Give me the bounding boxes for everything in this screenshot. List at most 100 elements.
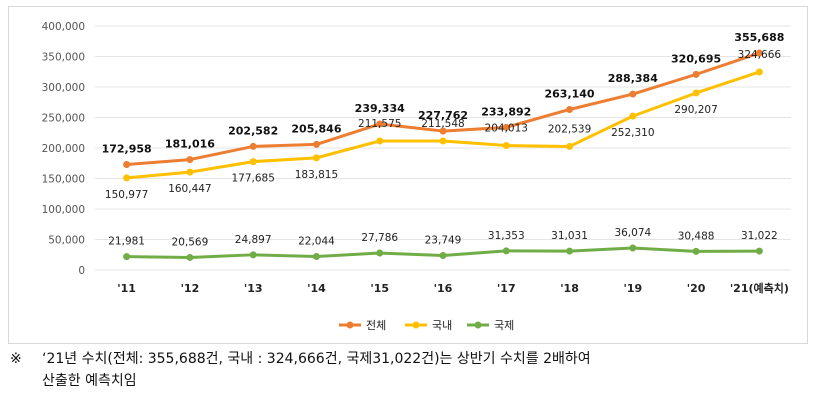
line-chart: 400,000 350,000 300,000 250,000 200,000 150,0… — [42, 21, 791, 332]
data-point — [692, 89, 700, 97]
y-tick-label: 350,000 — [42, 52, 85, 64]
data-label: 239,334 — [355, 102, 405, 115]
x-tick-label: '17 — [497, 282, 516, 295]
data-label: 160,447 — [168, 183, 211, 195]
legend-label: 국내 — [432, 319, 452, 332]
data-point — [376, 137, 384, 145]
legend-label: 국제 — [494, 319, 514, 332]
footnote-line-2: 산출한 예측치임 — [42, 373, 137, 389]
x-tick-label: '19 — [623, 282, 642, 295]
footnote-line-1: ※ ‘21년 수치(전체: 355,688건, 국내 : 324,666건, 국제… — [10, 348, 810, 370]
y-tick-label: 100,000 — [42, 204, 85, 216]
y-tick-label: 0 — [78, 265, 85, 277]
data-label: 204,013 — [485, 123, 528, 135]
data-point — [123, 174, 131, 182]
data-label: 23,749 — [425, 235, 462, 247]
data-label: 211,575 — [358, 118, 401, 130]
data-label: 30,488 — [678, 230, 715, 242]
data-point — [186, 168, 194, 176]
data-label: 27,786 — [361, 232, 398, 244]
chart-frame: 400,000 350,000 300,000 250,000 200,000 150,0… — [8, 6, 808, 344]
x-tick-label: '15 — [370, 282, 389, 295]
y-tick-label: 400,000 — [42, 21, 85, 33]
y-tick-label: 200,000 — [42, 143, 85, 155]
x-tick-label: '18 — [560, 282, 579, 295]
data-label: 320,695 — [671, 52, 721, 65]
y-tick-label: 300,000 — [42, 82, 85, 94]
data-point — [249, 142, 257, 150]
data-label: 172,958 — [102, 142, 152, 155]
x-tick-label: '14 — [307, 282, 326, 295]
data-point — [376, 249, 384, 257]
x-tick-label: '11 — [117, 282, 136, 295]
data-point — [123, 253, 131, 261]
data-point — [439, 127, 447, 135]
data-point — [502, 123, 510, 131]
data-label: 31,031 — [551, 230, 588, 242]
data-label: 21,981 — [108, 236, 145, 248]
data-point — [186, 253, 194, 261]
y-tick-label: 250,000 — [42, 113, 85, 125]
legend-marker — [474, 321, 482, 329]
footnote-mark: ※ — [10, 351, 22, 367]
data-point — [755, 68, 763, 76]
data-label: 31,022 — [741, 230, 778, 242]
data-label: 252,310 — [611, 127, 654, 139]
data-point — [123, 160, 131, 168]
legend-marker — [412, 321, 420, 329]
data-label: 24,897 — [235, 234, 272, 246]
legend-marker — [346, 321, 354, 329]
data-point — [502, 142, 510, 150]
data-label: 202,539 — [548, 123, 591, 135]
data-point — [249, 251, 257, 259]
data-label: 150,977 — [105, 189, 148, 201]
data-point — [566, 142, 574, 150]
data-point — [439, 252, 447, 260]
data-label: 355,688 — [734, 31, 784, 44]
data-label: 20,569 — [172, 236, 209, 248]
data-point — [755, 247, 763, 255]
data-point — [566, 247, 574, 255]
x-tick-label: '21(예측치) — [730, 281, 789, 295]
data-point — [755, 49, 763, 57]
data-label: 177,685 — [231, 173, 274, 185]
x-tick-label: '13 — [244, 282, 263, 295]
data-point — [312, 154, 320, 162]
data-label: 211,548 — [421, 118, 464, 130]
data-label: 288,384 — [608, 72, 658, 85]
footnote-text-1: ‘21년 수치(전체: 355,688건, 국내 : 324,666건, 국제3… — [42, 351, 591, 367]
y-tick-label: 50,000 — [48, 235, 85, 247]
y-tick-label: 150,000 — [42, 174, 85, 186]
data-label: 22,044 — [298, 236, 335, 248]
data-point — [629, 90, 637, 98]
data-label: 205,846 — [291, 122, 341, 135]
data-point — [566, 105, 574, 113]
legend-label: 전체 — [366, 319, 386, 332]
data-label: 31,353 — [488, 230, 525, 242]
data-point — [376, 120, 384, 128]
x-tick-label: '20 — [687, 282, 706, 295]
data-point — [692, 247, 700, 255]
data-point — [692, 70, 700, 78]
data-label: 202,582 — [228, 124, 278, 137]
data-point — [502, 247, 510, 255]
data-label: 263,140 — [544, 87, 594, 100]
data-label: 227,762 — [418, 109, 468, 122]
x-tick-label: '12 — [181, 282, 200, 295]
data-label: 290,207 — [674, 104, 717, 116]
data-point — [249, 158, 257, 166]
data-label: 324,666 — [738, 49, 782, 61]
data-point — [312, 140, 320, 148]
data-point — [186, 156, 194, 164]
data-point — [312, 253, 320, 261]
footnote: ※ ‘21년 수치(전체: 355,688건, 국내 : 324,666건, 국제… — [10, 348, 810, 392]
data-point — [629, 244, 637, 252]
data-label: 36,074 — [614, 227, 651, 239]
data-label: 183,815 — [295, 169, 338, 181]
x-tick-label: '16 — [434, 282, 453, 295]
data-point — [629, 112, 637, 120]
data-point — [439, 137, 447, 145]
data-label: 233,892 — [481, 105, 531, 118]
data-label: 181,016 — [165, 138, 215, 151]
